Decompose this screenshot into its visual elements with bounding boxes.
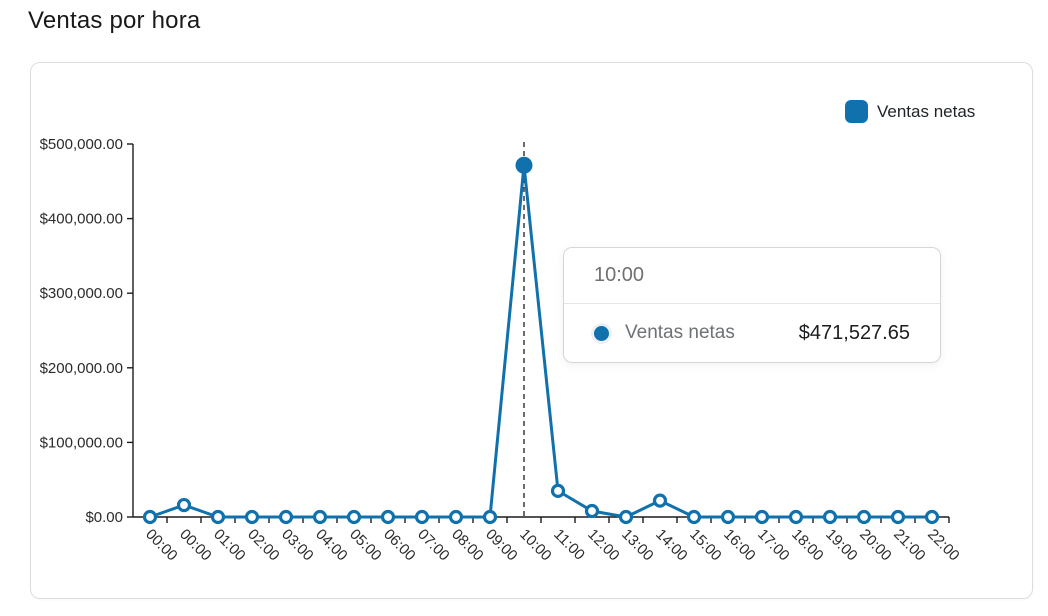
legend-item-ventas-netas[interactable]: Ventas netas — [845, 100, 975, 123]
data-point-marker[interactable] — [176, 497, 192, 513]
tooltip-series-label: Ventas netas — [625, 322, 735, 343]
x-axis-tick-label: 13:00 — [618, 526, 657, 565]
tooltip-value: $471,527.65 — [798, 321, 910, 344]
y-axis-tick-label: $400,000.00 — [40, 211, 123, 228]
data-point-marker[interactable] — [380, 509, 396, 525]
x-axis-tick-label: 02:00 — [244, 526, 283, 565]
x-axis-tick-label: 19:00 — [822, 526, 861, 565]
data-point-marker[interactable] — [890, 509, 906, 525]
y-axis-tick-label: $300,000.00 — [40, 285, 123, 302]
data-point-marker[interactable] — [210, 509, 226, 525]
data-point-marker[interactable] — [720, 509, 736, 525]
x-axis-tick-label: 14:00 — [652, 526, 691, 565]
y-axis-tick-label: $100,000.00 — [40, 434, 123, 451]
x-axis-tick-label: 10:00 — [516, 526, 555, 565]
legend-label: Ventas netas — [877, 101, 976, 121]
data-point-marker[interactable] — [788, 509, 804, 525]
y-axis-tick-label: $500,000.00 — [40, 136, 123, 153]
x-axis-tick-label: 21:00 — [890, 526, 929, 565]
x-axis-tick-label: 00:00 — [176, 526, 215, 565]
data-point-marker[interactable] — [482, 509, 498, 525]
x-axis-tick-label: 22:00 — [924, 526, 963, 565]
data-point-marker[interactable] — [856, 509, 872, 525]
x-axis-tick-label: 04:00 — [312, 526, 351, 565]
x-axis-tick-label: 05:00 — [346, 526, 385, 565]
data-point-marker[interactable] — [924, 509, 940, 525]
data-point-marker[interactable] — [448, 509, 464, 525]
data-point-marker[interactable] — [584, 503, 600, 519]
x-axis-tick-label: 18:00 — [788, 526, 827, 565]
x-axis-tick-label: 03:00 — [278, 526, 317, 565]
data-point-marker[interactable] — [686, 509, 702, 525]
x-axis-tick-label: 16:00 — [720, 526, 759, 565]
data-point-marker[interactable] — [652, 493, 668, 508]
data-point-marker[interactable] — [142, 509, 158, 525]
x-axis-tick-label: 06:00 — [380, 526, 419, 565]
chart-tooltip: 10:00 Ventas netas $471,527.65 — [563, 247, 941, 363]
x-axis-tick-label: 09:00 — [482, 526, 521, 565]
x-axis-tick-label: 00:00 — [142, 526, 181, 565]
data-point-marker[interactable] — [244, 509, 260, 525]
y-axis-tick-label: $0.00 — [85, 509, 123, 526]
x-axis-tick-label: 01:00 — [210, 526, 249, 565]
x-axis-tick-label: 20:00 — [856, 526, 895, 565]
x-axis-tick-label: 07:00 — [414, 526, 453, 565]
data-point-marker[interactable] — [312, 509, 328, 525]
tooltip-header: 10:00 — [564, 248, 940, 304]
data-point-marker[interactable] — [346, 509, 362, 525]
x-axis-tick-label: 17:00 — [754, 526, 793, 565]
data-point-marker[interactable] — [822, 509, 838, 525]
x-axis-tick-label: 12:00 — [584, 526, 623, 565]
data-point-marker[interactable] — [278, 509, 294, 525]
x-axis-tick-label: 08:00 — [448, 526, 487, 565]
data-point-marker[interactable] — [754, 509, 770, 525]
page-title: Ventas por hora — [28, 7, 201, 34]
data-point-marker-active[interactable] — [515, 156, 533, 174]
data-point-marker[interactable] — [618, 509, 634, 525]
tooltip-body: Ventas netas $471,527.65 — [564, 304, 940, 362]
series-dot-icon — [594, 325, 609, 341]
legend-swatch-icon — [845, 100, 868, 123]
x-axis-tick-label: 11:00 — [550, 526, 588, 564]
data-point-marker[interactable] — [550, 483, 566, 498]
y-axis-tick-label: $200,000.00 — [40, 360, 123, 377]
x-axis-tick-label: 15:00 — [686, 526, 725, 565]
data-point-marker[interactable] — [414, 509, 430, 525]
